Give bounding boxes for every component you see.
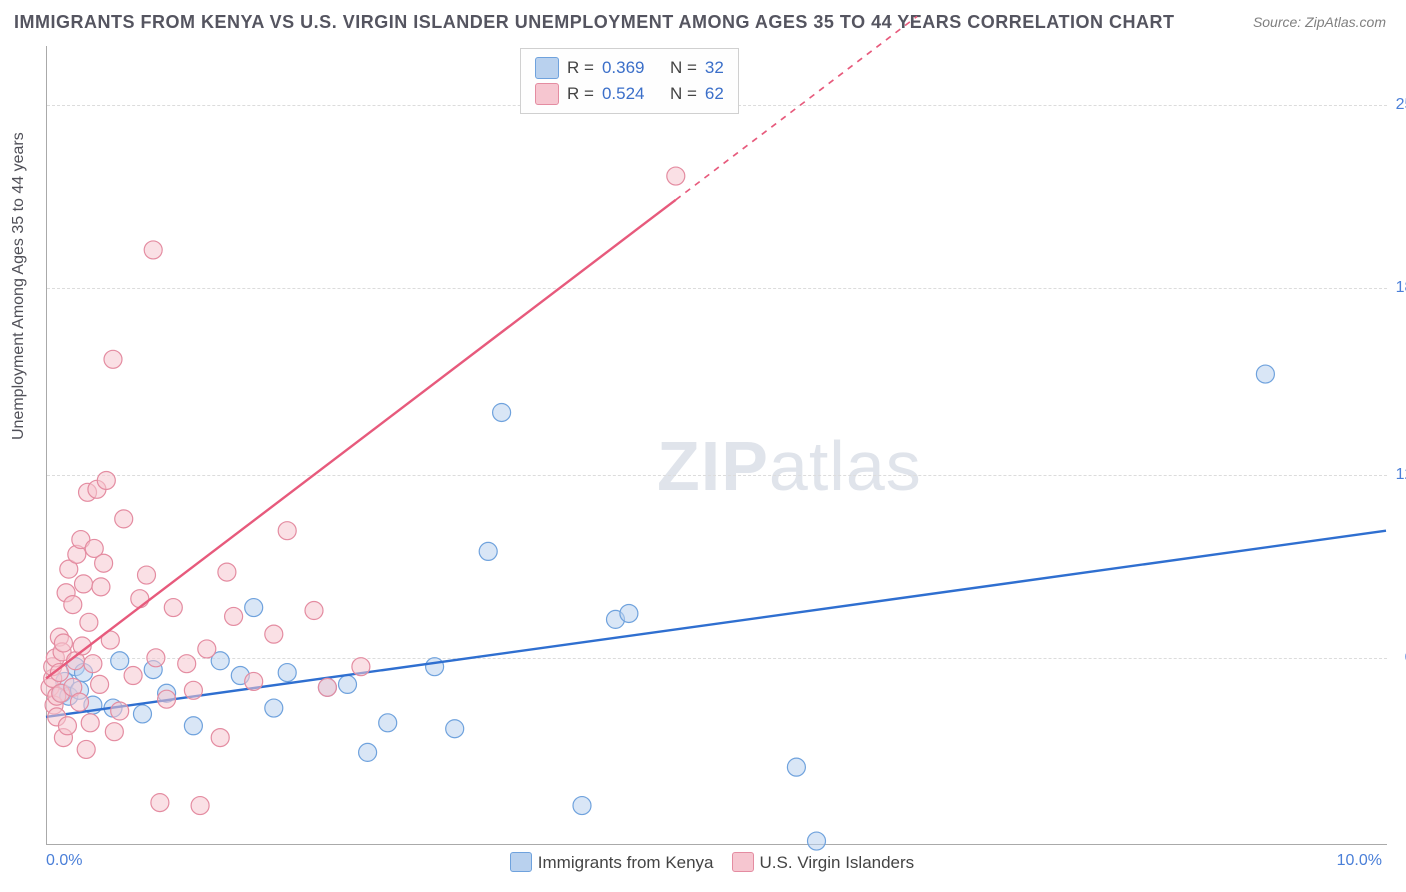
data-point: [147, 649, 165, 667]
data-point: [184, 681, 202, 699]
data-point: [111, 702, 129, 720]
data-point: [104, 350, 122, 368]
data-point: [184, 717, 202, 735]
data-point: [278, 522, 296, 540]
data-point: [75, 575, 93, 593]
data-point: [91, 675, 109, 693]
data-point: [164, 599, 182, 617]
data-point: [81, 714, 99, 732]
scatter-svg: [46, 46, 1386, 844]
data-point: [178, 655, 196, 673]
data-point: [479, 542, 497, 560]
data-point: [352, 658, 370, 676]
stat-legend-row: R = 0.369 N = 32: [535, 55, 724, 81]
data-point: [84, 655, 102, 673]
y-tick-label: 25.0%: [1396, 96, 1406, 114]
stat-legend-row: R = 0.524 N = 62: [535, 81, 724, 107]
data-point: [787, 758, 805, 776]
data-point: [493, 403, 511, 421]
data-point: [133, 705, 151, 723]
data-point: [198, 640, 216, 658]
data-point: [144, 241, 162, 259]
legend-swatch: [535, 57, 559, 79]
data-point: [265, 625, 283, 643]
data-point: [80, 613, 98, 631]
data-point: [573, 797, 591, 815]
data-point: [64, 596, 82, 614]
data-point: [58, 717, 76, 735]
source-label: Source: ZipAtlas.com: [1253, 14, 1386, 30]
y-tick-label: 18.8%: [1396, 279, 1406, 297]
data-point: [359, 743, 377, 761]
chart-title: IMMIGRANTS FROM KENYA VS U.S. VIRGIN ISL…: [14, 12, 1174, 33]
data-point: [131, 590, 149, 608]
data-point: [115, 510, 133, 528]
series-legend: Immigrants from KenyaU.S. Virgin Islande…: [0, 852, 1406, 873]
data-point: [124, 667, 142, 685]
data-point: [138, 566, 156, 584]
y-tick-label: 12.5%: [1396, 466, 1406, 484]
legend-item: U.S. Virgin Islanders: [714, 853, 915, 872]
data-point: [1256, 365, 1274, 383]
y-axis-label: Unemployment Among Ages 35 to 44 years: [10, 132, 28, 440]
data-point: [446, 720, 464, 738]
data-point: [808, 832, 826, 850]
data-point: [151, 794, 169, 812]
data-point: [245, 599, 263, 617]
data-point: [95, 554, 113, 572]
data-point: [245, 672, 263, 690]
data-point: [620, 604, 638, 622]
data-point: [379, 714, 397, 732]
data-point: [191, 797, 209, 815]
data-point: [667, 167, 685, 185]
data-point: [54, 634, 72, 652]
data-point: [225, 607, 243, 625]
data-point: [211, 729, 229, 747]
legend-swatch: [732, 852, 754, 872]
legend-swatch: [510, 852, 532, 872]
legend-swatch: [535, 83, 559, 105]
data-point: [97, 471, 115, 489]
data-point: [339, 675, 357, 693]
data-point: [158, 690, 176, 708]
correlation-legend: R = 0.369 N = 32R = 0.524 N = 62: [520, 48, 739, 114]
data-point: [305, 602, 323, 620]
legend-item: Immigrants from Kenya: [492, 853, 714, 872]
data-point: [265, 699, 283, 717]
data-point: [318, 678, 336, 696]
data-point: [111, 652, 129, 670]
data-point: [77, 740, 95, 758]
data-point: [426, 658, 444, 676]
regression-line: [46, 531, 1386, 717]
data-point: [71, 693, 89, 711]
data-point: [218, 563, 236, 581]
data-point: [92, 578, 110, 596]
regression-line: [46, 200, 676, 679]
data-point: [105, 723, 123, 741]
data-point: [278, 664, 296, 682]
